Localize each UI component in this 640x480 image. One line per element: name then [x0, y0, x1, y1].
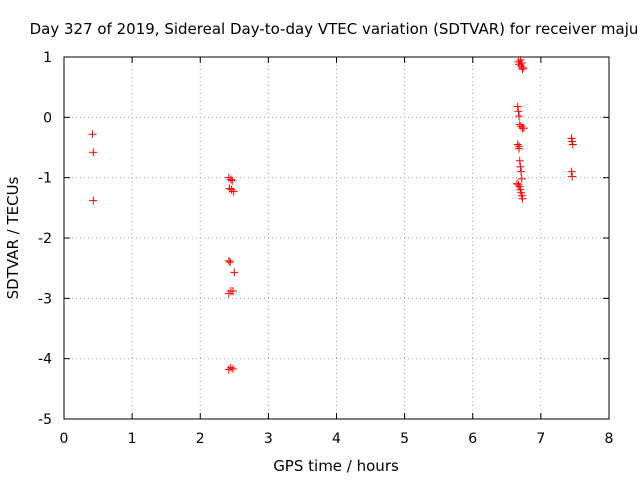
data-point — [89, 148, 98, 157]
chart-title: Day 327 of 2019, Sidereal Day-to-day VTE… — [30, 20, 639, 38]
x-tick-label: 6 — [468, 431, 477, 447]
y-tick-label: -4 — [38, 352, 52, 368]
axis-ticks: 0 1 2 3 4 5 6 7 8 1 0 -1 -2 -3 -4 -5 — [38, 50, 613, 447]
data-point — [230, 268, 239, 277]
data-point — [224, 365, 233, 374]
grid — [64, 57, 609, 419]
data-point — [514, 180, 523, 189]
data-point — [226, 363, 235, 372]
data-point — [516, 162, 525, 171]
y-tick-label: -5 — [38, 412, 52, 428]
x-axis-label: GPS time / hours — [273, 457, 399, 475]
y-tick-label: 1 — [43, 50, 52, 66]
data-point — [226, 175, 235, 184]
data-point — [228, 364, 237, 373]
data-point — [513, 140, 522, 149]
y-tick-label: 0 — [43, 110, 52, 126]
data-point — [515, 144, 524, 153]
data-point — [515, 112, 524, 121]
data-points — [88, 56, 577, 374]
x-tick-label: 5 — [400, 431, 409, 447]
data-point — [567, 167, 576, 176]
data-point — [514, 107, 523, 116]
x-tick-label: 4 — [332, 431, 341, 447]
data-point — [519, 63, 528, 72]
data-point — [513, 102, 522, 111]
data-point — [228, 176, 237, 185]
data-point — [224, 256, 233, 265]
data-point — [517, 167, 526, 176]
data-point — [517, 174, 526, 183]
data-point — [228, 287, 237, 296]
y-axis-label: SDTVAR / TECUs — [4, 176, 22, 299]
data-point — [518, 194, 527, 203]
y-tick-label: -3 — [38, 291, 52, 307]
y-tick-label: -2 — [38, 231, 52, 247]
x-tick-label: 7 — [536, 431, 545, 447]
data-point — [225, 184, 234, 193]
y-tick-label: -1 — [38, 171, 52, 187]
data-point — [227, 185, 236, 194]
data-point — [515, 156, 524, 165]
data-point — [226, 258, 235, 267]
data-point — [88, 130, 97, 139]
x-tick-label: 2 — [196, 431, 205, 447]
data-point — [568, 172, 577, 181]
x-tick-label: 0 — [60, 431, 69, 447]
x-tick-label: 3 — [264, 431, 273, 447]
x-tick-label: 8 — [605, 431, 614, 447]
data-point — [229, 187, 238, 196]
data-point — [518, 65, 527, 74]
x-tick-label: 1 — [128, 431, 137, 447]
data-point — [517, 59, 526, 68]
data-point — [89, 196, 98, 205]
data-point — [519, 124, 528, 133]
data-point — [568, 140, 577, 149]
